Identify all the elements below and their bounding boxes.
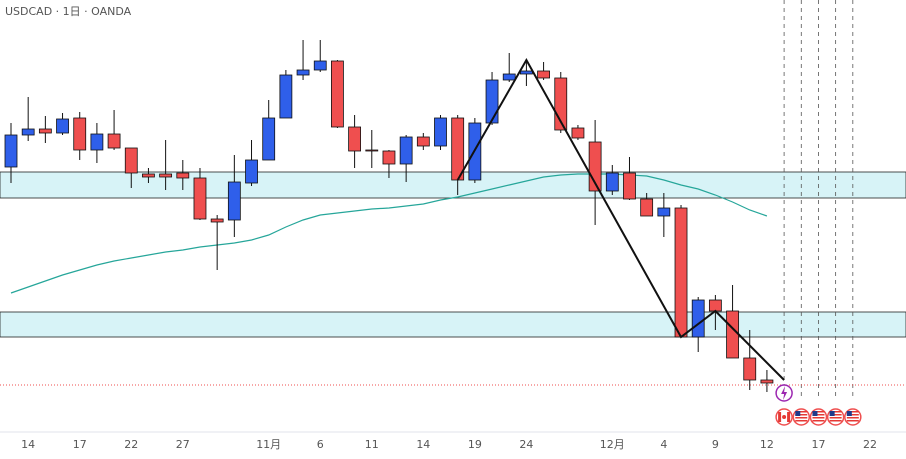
candle-body bbox=[56, 118, 69, 134]
candle-body bbox=[90, 133, 104, 151]
candle-body bbox=[245, 159, 258, 184]
candle-body bbox=[21, 128, 35, 136]
x-tick-label: 22 bbox=[863, 438, 877, 451]
flag-icon bbox=[829, 417, 842, 419]
candle-body bbox=[399, 136, 413, 165]
candle-body bbox=[520, 70, 533, 75]
zigzag-line bbox=[456, 57, 785, 381]
flag-icon bbox=[795, 411, 808, 413]
candle-body bbox=[382, 150, 396, 165]
flag-icon bbox=[846, 414, 859, 416]
candle-body bbox=[193, 177, 207, 220]
x-tick-label: 19 bbox=[468, 438, 482, 451]
candle-body bbox=[142, 173, 155, 178]
candle-body bbox=[159, 173, 173, 178]
flag-icon bbox=[795, 411, 801, 416]
candle-body bbox=[4, 134, 18, 168]
x-tick-label: 11月 bbox=[256, 438, 281, 451]
flag-icon bbox=[812, 411, 818, 416]
candle-body bbox=[708, 299, 722, 312]
candle-body bbox=[623, 172, 636, 200]
flag-icon bbox=[829, 420, 842, 422]
candle-body bbox=[571, 127, 585, 139]
candle-body bbox=[331, 60, 344, 128]
flag-icon bbox=[846, 411, 859, 413]
x-tick-label: 6 bbox=[317, 438, 324, 451]
candle-body bbox=[124, 147, 138, 174]
flag-icon bbox=[829, 411, 842, 413]
flag-icon bbox=[812, 417, 825, 419]
flag-icon bbox=[829, 411, 835, 416]
candle-body bbox=[279, 74, 293, 119]
x-tick-label: 12月 bbox=[600, 438, 625, 451]
x-tick-label: 9 bbox=[712, 438, 719, 451]
candle-body bbox=[674, 207, 688, 338]
candle-body bbox=[605, 172, 619, 192]
candle-body bbox=[657, 207, 671, 217]
moving-average bbox=[10, 173, 768, 294]
candle-body bbox=[107, 133, 121, 149]
x-tick-label: 14 bbox=[416, 438, 430, 451]
event-icon bbox=[781, 386, 788, 400]
x-tick-label: 22 bbox=[124, 438, 138, 451]
candle-body bbox=[296, 69, 310, 76]
candle-body bbox=[691, 299, 705, 338]
flag-icon bbox=[787, 412, 791, 422]
x-tick-label: 12 bbox=[760, 438, 774, 451]
flag-icon bbox=[778, 412, 782, 422]
x-tick-label: 11 bbox=[365, 438, 379, 451]
candle-body bbox=[726, 310, 739, 359]
x-tick-label: 27 bbox=[176, 438, 190, 451]
candle-body bbox=[262, 117, 276, 161]
flag-icon bbox=[812, 411, 825, 413]
x-tick-label: 17 bbox=[73, 438, 87, 451]
flag-icon bbox=[812, 414, 825, 416]
candle-body bbox=[760, 379, 774, 384]
zone bbox=[0, 311, 906, 338]
candle-body bbox=[210, 218, 224, 223]
chart-title: USDCAD · 1日 · OANDA bbox=[5, 5, 132, 18]
candle-body bbox=[313, 60, 327, 71]
candle-body bbox=[365, 149, 379, 152]
candle-body bbox=[73, 117, 87, 151]
flag-icon bbox=[795, 420, 808, 422]
candle-body bbox=[640, 198, 654, 217]
flag-icon bbox=[829, 414, 842, 416]
x-tick-label: 14 bbox=[21, 438, 35, 451]
x-tick-label: 24 bbox=[519, 438, 533, 451]
flag-icon bbox=[846, 417, 859, 419]
flag-icon bbox=[846, 420, 859, 422]
flag-icon bbox=[812, 420, 825, 422]
x-tick-label: 17 bbox=[811, 438, 825, 451]
candle-body bbox=[416, 136, 430, 147]
candle-body bbox=[502, 73, 516, 81]
flag-icon bbox=[795, 414, 808, 416]
candle-body bbox=[227, 181, 241, 221]
candle-body bbox=[38, 128, 52, 134]
flag-icon bbox=[782, 415, 787, 419]
x-tick-label: 4 bbox=[660, 438, 667, 451]
flag-icon bbox=[846, 411, 852, 416]
candle-body bbox=[434, 117, 447, 147]
candle-body bbox=[485, 79, 499, 124]
candle-body bbox=[176, 172, 190, 179]
candle-body bbox=[348, 126, 362, 152]
candle-body bbox=[743, 357, 757, 381]
candle-body bbox=[537, 70, 550, 79]
flag-icon bbox=[795, 417, 808, 419]
